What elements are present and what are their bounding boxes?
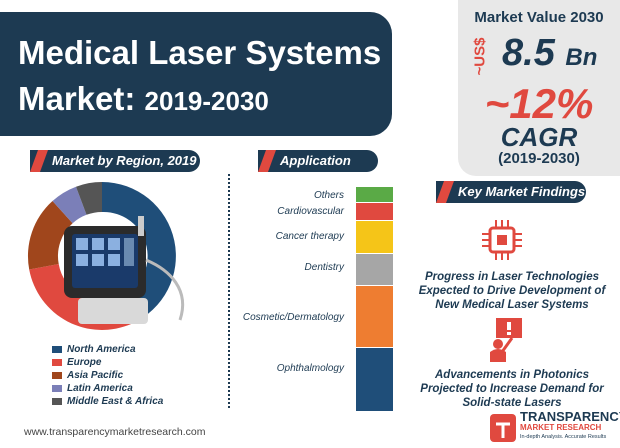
finding-2: Advancements in Photonics Projected to I… <box>404 368 620 410</box>
donut-slice-latin-america <box>52 186 87 224</box>
footer-url[interactable]: www.transparencymarketresearch.com <box>24 426 206 438</box>
app-bar-ophthalmology <box>356 348 393 411</box>
title-banner: Medical Laser Systems Market: 2019-2030 <box>0 12 392 136</box>
donut-slice-mea <box>76 181 102 215</box>
tmr-logo: TRANSPARENCY MARKET RESEARCH In-depth An… <box>520 410 620 441</box>
app-label-dentistry: Dentistry <box>304 262 344 273</box>
legend-label: Europe <box>67 357 102 368</box>
finding-1: Progress in Laser Technologies Expected … <box>404 270 620 312</box>
legend-item: Latin America <box>52 382 163 395</box>
legend-swatch <box>52 398 62 405</box>
app-label-others: Others <box>313 190 344 201</box>
legend-label: Asia Pacific <box>67 370 124 381</box>
app-bar-cancer-therapy <box>356 221 393 253</box>
legend-swatch <box>52 359 62 366</box>
application-heading: Application <box>258 150 378 172</box>
finding-1-line3: New Medical Laser Systems <box>435 299 589 311</box>
chip-icon <box>482 220 522 260</box>
finding-1-line2: Expected to Drive Development of <box>418 285 606 297</box>
market-value-box: Market Value 2030 ~US$ 8.5 Bn ~12% CAGR … <box>458 0 620 176</box>
title-years: 2019-2030 <box>144 86 269 116</box>
app-label-cosmetic: Cosmetic/Dermatology <box>242 312 344 323</box>
legend-label: Latin America <box>67 383 133 394</box>
app-label-cardiovascular: Cardiovascular <box>277 206 344 217</box>
logo-line2: MARKET RESEARCH <box>520 423 602 432</box>
title-market: Market: <box>18 80 145 117</box>
legend-item: Middle East & Africa <box>52 395 163 408</box>
market-value-number: 8.5 <box>502 32 555 74</box>
legend-item: North America <box>52 343 163 356</box>
market-value-label: Market Value 2030 <box>474 9 604 26</box>
section-divider <box>228 174 230 408</box>
donut-slice-north-america <box>102 182 176 324</box>
cagr-period: (2019-2030) <box>498 150 580 167</box>
logo-line3: In-depth Analysis. Accurate Results <box>520 434 607 440</box>
donut-slice-asia-pacific <box>27 201 73 270</box>
legend-swatch <box>52 372 62 379</box>
presenter-icon <box>490 318 522 362</box>
finding-1-line1: Progress in Laser Technologies <box>424 271 600 283</box>
legend-swatch <box>52 385 62 392</box>
page-title: Medical Laser Systems <box>18 34 382 71</box>
market-value-unit: Bn <box>565 44 598 71</box>
legend-swatch <box>52 346 62 353</box>
app-label-cancer-therapy: Cancer therapy <box>275 231 344 242</box>
app-label-ophthalmology: Ophthalmology <box>276 363 344 374</box>
finding-2-line3: Solid-state Lasers <box>462 397 562 409</box>
cagr-label: CAGR <box>500 122 578 152</box>
app-bar-cardiovascular <box>356 203 393 220</box>
laser-device-illustration <box>64 216 185 324</box>
region-donut-chart <box>27 181 185 330</box>
logo-line1: TRANSPARENCY <box>520 409 620 424</box>
region-legend: North America Europe Asia Pacific Latin … <box>52 343 163 408</box>
legend-item: Europe <box>52 356 163 369</box>
finding-2-line2: Projected to Increase Demand for <box>420 383 604 395</box>
region-heading-text: Market by Region, 2019 <box>52 153 197 168</box>
findings-heading-text: Key Market Findings <box>458 184 586 199</box>
finding-2-line1: Advancements in Photonics <box>434 369 589 381</box>
legend-item: Asia Pacific <box>52 369 163 382</box>
cagr-value: ~12% <box>484 80 594 127</box>
market-value: 8.5 Bn <box>502 32 597 75</box>
tmr-logo-icon <box>490 414 516 442</box>
app-bar-cosmetic <box>356 286 393 347</box>
region-heading: Market by Region, 2019 <box>30 150 200 172</box>
legend-label: North America <box>67 344 136 355</box>
app-bar-dentistry <box>356 254 393 285</box>
app-bar-others <box>356 187 393 202</box>
application-heading-text: Application <box>280 153 351 168</box>
legend-label: Middle East & Africa <box>67 396 164 407</box>
findings-heading: Key Market Findings <box>436 181 586 203</box>
currency-label: ~US$ <box>471 37 489 76</box>
page-title-line2: Market: 2019-2030 <box>18 80 269 118</box>
